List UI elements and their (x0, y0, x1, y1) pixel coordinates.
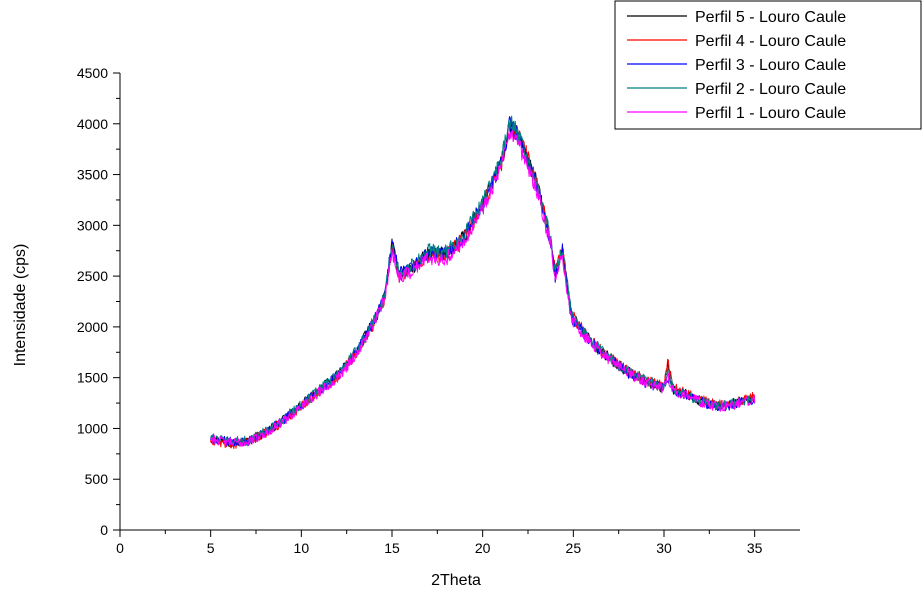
series-layer (210, 115, 756, 450)
y-axis-title: Intensidade (cps) (12, 244, 29, 367)
series-line-5 (210, 130, 756, 447)
y-tick-label: 4000 (77, 116, 108, 132)
x-tick-label: 20 (475, 540, 491, 556)
y-tick-label: 500 (85, 471, 109, 487)
y-tick-label: 1000 (77, 420, 108, 436)
legend-label: Perfil 5 - Louro Caule (695, 9, 846, 26)
x-tick-label: 5 (207, 540, 215, 556)
y-tick-label: 0 (100, 522, 108, 538)
x-tick-label: 15 (384, 540, 400, 556)
y-tick-label: 2500 (77, 268, 108, 284)
series-line-4 (210, 115, 755, 446)
y-tick-label: 1500 (77, 370, 108, 386)
x-tick-label: 35 (747, 540, 763, 556)
y-tick-label: 2000 (77, 319, 108, 335)
y-tick-label: 4500 (77, 65, 108, 81)
series-line-2 (210, 122, 756, 450)
x-tick-label: 25 (566, 540, 582, 556)
y-tick-label: 3000 (77, 217, 108, 233)
axes: 0 5 10 15 20 25 30 35 0 500 1000 1500 2000 2500 3000 35… (77, 65, 800, 556)
legend-label: Perfil 4 - Louro Caule (695, 33, 846, 50)
legend-label: Perfil 2 - Louro Caule (695, 81, 846, 98)
x-tick-label: 30 (656, 540, 672, 556)
legend-label: Perfil 1 - Louro Caule (695, 105, 846, 122)
x-axis-title: 2Theta (431, 572, 481, 589)
legend: Perfil 5 - Louro Caule Perfil 4 - Louro C… (614, 0, 922, 130)
series-line-3 (210, 116, 756, 447)
y-tick-label: 3500 (77, 167, 108, 183)
legend-label: Perfil 3 - Louro Caule (695, 57, 846, 74)
legend-box (614, 0, 922, 130)
x-tick-label: 10 (294, 540, 310, 556)
x-tick-label: 0 (116, 540, 124, 556)
series-line-1 (210, 119, 756, 448)
